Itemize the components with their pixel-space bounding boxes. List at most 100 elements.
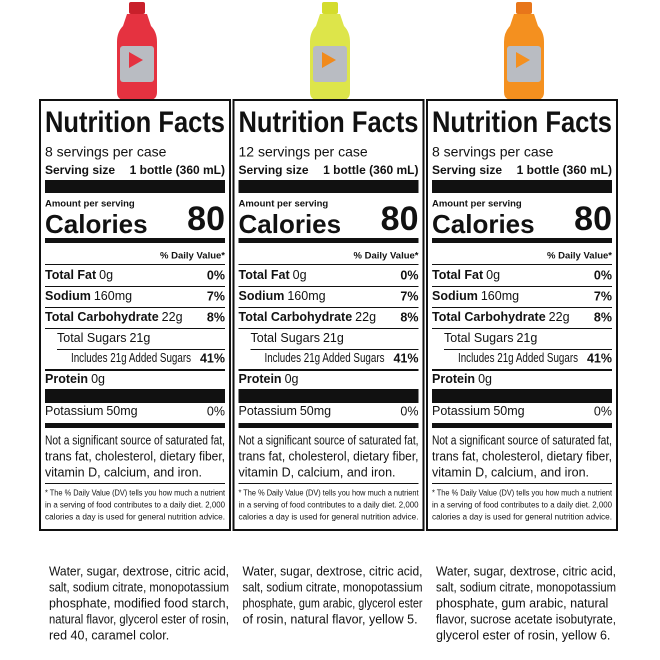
label-text: 80 — [187, 200, 225, 238]
label-text: of rosin, natural flavor, yellow 5. — [243, 612, 418, 626]
label-text: Amount per serving — [432, 199, 522, 210]
label-text: 0% — [400, 404, 418, 418]
rule — [57, 349, 225, 350]
nutrient-row: Potassium 50mg — [239, 404, 332, 418]
label-text: 7% — [400, 289, 418, 303]
rule — [238, 238, 419, 243]
rule — [45, 483, 225, 484]
nutrient-name: Includes 21g Added Sugars — [265, 351, 385, 365]
label-text: 7% — [207, 289, 225, 303]
rule — [432, 423, 612, 428]
label-text: flavor, sucrose acetate isobutyrate, — [436, 612, 616, 626]
label-text: 41% — [393, 351, 418, 365]
nutrient-row: Includes 21g Added Sugars — [458, 351, 578, 365]
rule — [45, 423, 225, 428]
nutrient-row: Total Sugars 21g — [444, 331, 537, 345]
nutrient-row: Protein 0g — [45, 372, 105, 386]
rule — [238, 180, 419, 193]
nutrient-row: Protein 0g — [239, 372, 299, 386]
label-text: 8% — [207, 310, 225, 324]
nutrient-row: Sodium 160mg — [432, 289, 519, 303]
nutrient-name: Total Sugars — [251, 331, 320, 345]
label-text: 0% — [594, 268, 612, 282]
label-text: Amount per serving — [45, 199, 135, 210]
nutrient-row: Sodium 160mg — [239, 289, 326, 303]
label-text: trans fat, cholesterol, dietary fiber, — [432, 449, 612, 463]
label-text: Nutrition Facts — [45, 106, 225, 139]
label-text: 0% — [400, 268, 418, 282]
rule — [238, 307, 419, 308]
nutrient-row: Total Carbohydrate 22g — [45, 310, 183, 324]
nutrient-amount: 50mg — [493, 404, 524, 418]
label-text: 8 servings per case — [432, 144, 554, 160]
label-text: Serving size — [432, 163, 502, 177]
label-text: vitamin D, calcium, and iron. — [239, 465, 396, 479]
label-text: vitamin D, calcium, and iron. — [45, 465, 202, 479]
label-text: * The % Daily Value (DV) tells you how m… — [239, 487, 420, 497]
label-text: in a serving of food contributes to a da… — [432, 499, 612, 509]
bottle — [117, 2, 157, 100]
rule — [45, 369, 225, 371]
label-text: Not a significant source of saturated fa… — [239, 433, 419, 447]
rule — [45, 328, 225, 329]
nutrient-amount: 0g — [478, 372, 492, 386]
rule — [238, 423, 419, 428]
nutrient-amount: 22g — [549, 310, 570, 324]
nutrient-row: Includes 21g Added Sugars — [71, 351, 191, 365]
nutrient-name: Total Fat — [45, 268, 97, 282]
rule — [238, 389, 419, 403]
nutrient-name: Potassium — [432, 404, 490, 418]
nutrient-row: Total Fat 0g — [239, 268, 307, 282]
label-text: 8% — [400, 310, 418, 324]
nutrient-amount: 0g — [91, 372, 105, 386]
label-text: trans fat, cholesterol, dietary fiber, — [239, 449, 419, 463]
nutrient-name: Total Carbohydrate — [432, 310, 546, 324]
nutrient-amount: 50mg — [300, 404, 331, 418]
nutrient-name: Total Fat — [239, 268, 291, 282]
label-text: phosphate, gum arabic, glycerol ester — [243, 596, 423, 610]
rule — [238, 369, 419, 371]
label-text: Water, sugar, dextrose, citric acid, — [436, 564, 616, 578]
panel-border — [232, 99, 425, 531]
label-text: salt, sodium citrate, monopotassium — [49, 580, 229, 594]
rule — [432, 286, 612, 287]
nutrient-row: Total Fat 0g — [432, 268, 500, 282]
label-text: calories a day is used for general nutri… — [239, 511, 419, 521]
nutrient-name: Protein — [45, 372, 88, 386]
rule — [238, 483, 419, 484]
label-text: 1 bottle (360 mL) — [517, 163, 612, 177]
nutrient-amount: 50mg — [106, 404, 137, 418]
label-text: 80 — [381, 200, 419, 238]
label-text: in a serving of food contributes to a da… — [239, 499, 419, 509]
label-text: Serving size — [239, 163, 309, 177]
nutrient-amount: 21g — [516, 331, 537, 345]
rule — [45, 264, 225, 265]
rule — [238, 264, 419, 265]
label-text: 0% — [207, 268, 225, 282]
label-text: 8% — [594, 310, 612, 324]
nutrient-row: Sodium 160mg — [45, 289, 132, 303]
label-text: calories a day is used for general nutri… — [432, 511, 612, 521]
nutrient-name: Sodium — [239, 289, 285, 303]
rule — [238, 286, 419, 287]
rule — [444, 349, 612, 350]
rule — [250, 349, 419, 350]
nutrient-name: Sodium — [432, 289, 478, 303]
label-text: Not a significant source of saturated fa… — [45, 433, 225, 447]
label-text: 1 bottle (360 mL) — [130, 163, 225, 177]
label-text: Nutrition Facts — [239, 106, 419, 139]
rule — [432, 483, 612, 484]
label-text: * The % Daily Value (DV) tells you how m… — [432, 487, 613, 497]
label-text: phosphate, modified food starch, — [49, 596, 229, 610]
nutrient-amount: 0g — [486, 268, 500, 282]
rule — [432, 369, 612, 371]
rule — [238, 328, 419, 329]
nutrient-amount: 0g — [293, 268, 307, 282]
label-text: red 40, caramel color. — [49, 628, 169, 642]
label-text: Amount per serving — [239, 199, 329, 210]
nutrient-amount: 0g — [285, 372, 299, 386]
nutrient-row: Potassium 50mg — [432, 404, 525, 418]
label-text: Water, sugar, dextrose, citric acid, — [243, 564, 423, 578]
label-text: 8 servings per case — [45, 144, 167, 160]
